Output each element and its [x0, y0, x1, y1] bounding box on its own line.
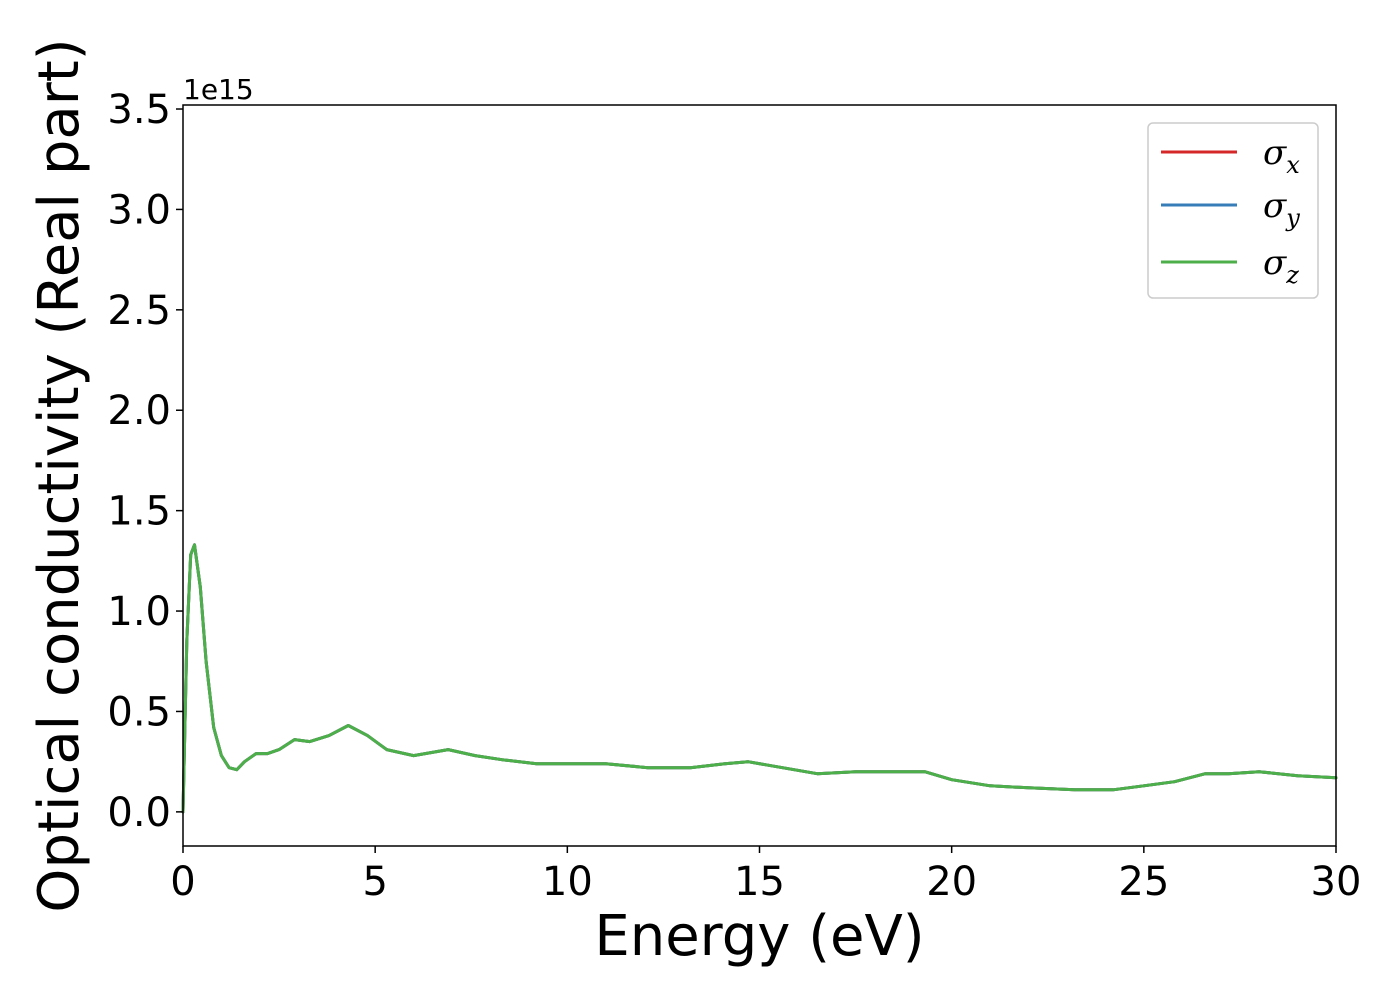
x-axis-label: Energy (eV) — [594, 904, 924, 969]
y-axis-label: Optical conductivity (Real part) — [27, 38, 92, 912]
series-line-2 — [181, 543, 1338, 814]
x-tick-label: 25 — [1118, 859, 1169, 905]
legend-box — [1147, 122, 1319, 299]
y-tick-label: 2.0 — [107, 388, 171, 434]
x-axis-ticks: 0 5 10 15 20 25 30 — [170, 846, 1361, 905]
y-offset-label: 1e15 — [183, 73, 254, 106]
x-tick-label: 10 — [542, 859, 593, 905]
y-tick-label: 2.5 — [107, 288, 171, 334]
y-tick-label: 3.0 — [107, 187, 171, 233]
legend-label: σx — [1263, 133, 1300, 179]
x-tick-label: 15 — [734, 859, 785, 905]
x-tick-label: 5 — [362, 859, 387, 905]
plot-lines — [181, 543, 1338, 814]
y-tick-label: 1.0 — [107, 589, 171, 635]
legend-label: σy — [1263, 186, 1300, 232]
series-line-1 — [181, 543, 1338, 814]
y-tick-label: 1.5 — [107, 489, 171, 535]
y-tick-label: 0.0 — [107, 790, 171, 836]
y-axis-ticks: 0.0 0.5 1.0 1.5 2.0 2.5 3.0 3.5 — [107, 87, 183, 836]
y-tick-label: 3.5 — [107, 87, 171, 133]
y-tick-label: 0.5 — [107, 689, 171, 735]
x-tick-label: 30 — [1311, 859, 1362, 905]
x-tick-label: 0 — [170, 859, 195, 905]
series-line-3 — [181, 543, 1338, 814]
x-tick-label: 20 — [926, 859, 977, 905]
